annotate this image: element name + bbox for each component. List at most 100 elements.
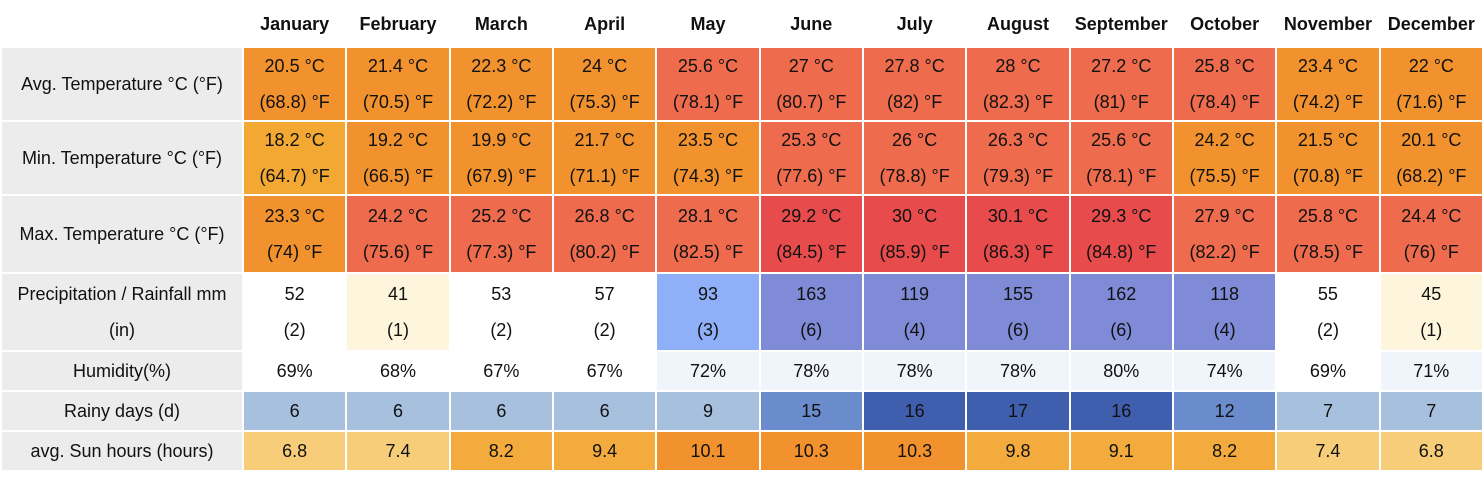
cell-value: 25.8 °C xyxy=(1297,206,1359,226)
data-cell: 53 (2) xyxy=(450,274,552,350)
data-cell: 155 (6) xyxy=(967,274,1069,350)
data-cell: 12 xyxy=(1173,392,1276,430)
data-cell: 10.1 xyxy=(657,432,759,470)
row-min-temperature: Min. Temperature °C (°F) 18.2 °C (64.7) °F… xyxy=(2,122,1482,194)
cell-value: 155 xyxy=(1002,284,1033,304)
cell-value: 6.8 xyxy=(1418,441,1444,461)
cell-value-secondary: (79.3) °F xyxy=(982,166,1054,186)
cell-value: 26.3 °C xyxy=(987,130,1049,150)
row-label: Humidity(%) xyxy=(2,352,242,390)
cell-value: 9 xyxy=(702,401,713,421)
cell-value: 27 °C xyxy=(788,56,834,76)
cell-value: 71% xyxy=(1413,361,1450,381)
cell-value: 28 °C xyxy=(995,56,1041,76)
data-cell: 17 xyxy=(967,392,1069,430)
data-cell: 71% xyxy=(1380,352,1482,390)
data-cell: 30.1 °C (86.3) °F xyxy=(967,196,1069,272)
cell-value: 17 xyxy=(1007,401,1028,421)
data-cell: 8.2 xyxy=(1173,432,1276,470)
row-precipitation: Precipitation / Rainfall mm (in) 52 (2) 41 (… xyxy=(2,274,1482,350)
cell-value: 69% xyxy=(1309,361,1346,381)
cell-value-secondary: (80.7) °F xyxy=(776,92,847,112)
cell-value: 119 xyxy=(900,284,929,304)
data-cell: 16 xyxy=(863,392,966,430)
cell-value: 6.8 xyxy=(282,441,308,461)
cell-value-secondary: (6) xyxy=(1006,320,1029,340)
cell-value: 163 xyxy=(796,284,827,304)
data-cell: 25.6 °C (78.1) °F xyxy=(657,48,759,120)
row-rainy-days: Rainy days (d) 6 6 6 6 9 15 16 17 16 12 7 7 xyxy=(2,392,1482,430)
cell-value-secondary: (70.5) °F xyxy=(362,92,434,112)
cell-value: 29.2 °C xyxy=(781,206,842,226)
cell-value-secondary: (74) °F xyxy=(267,242,323,262)
data-cell: 21.7 °C (71.1) °F xyxy=(553,122,656,194)
cell-value: 80% xyxy=(1103,361,1140,381)
cell-value: 25.6 °C xyxy=(1091,130,1152,150)
cell-value-secondary: (78.1) °F xyxy=(1086,166,1157,186)
cell-value-secondary: (82.3) °F xyxy=(982,92,1054,112)
data-cell: 72% xyxy=(657,352,759,390)
cell-value-secondary: (85.9) °F xyxy=(879,242,950,262)
cell-value: 118 xyxy=(1210,284,1239,304)
cell-value: 10.1 xyxy=(690,441,726,461)
data-cell: 24 °C (75.3) °F xyxy=(553,48,656,120)
cell-value-secondary: (75.6) °F xyxy=(362,242,434,262)
data-cell: 27.8 °C (82) °F xyxy=(863,48,966,120)
data-cell: 24.2 °C (75.6) °F xyxy=(347,196,449,272)
cell-value-secondary: (75.5) °F xyxy=(1189,166,1260,186)
data-cell: 22.3 °C (72.2) °F xyxy=(450,48,552,120)
cell-value-secondary: (75.3) °F xyxy=(569,92,640,112)
cell-value-secondary: (78.5) °F xyxy=(1292,242,1364,262)
cell-value: 74% xyxy=(1206,361,1243,381)
data-cell: 19.2 °C (66.5) °F xyxy=(347,122,449,194)
cell-value: 20.5 °C xyxy=(264,56,325,76)
cell-value-secondary: (1) xyxy=(386,320,409,340)
row-max-temperature: Max. Temperature °C (°F) 23.3 °C (74) °F 24… xyxy=(2,196,1482,272)
cell-value: 19.9 °C xyxy=(471,130,532,150)
data-cell: 41 (1) xyxy=(347,274,449,350)
data-cell: 6 xyxy=(450,392,552,430)
row-label: Precipitation / Rainfall mm (in) xyxy=(2,274,242,350)
data-cell: 74% xyxy=(1173,352,1276,390)
cell-value-secondary: (4) xyxy=(903,320,926,340)
data-cell: 21.4 °C (70.5) °F xyxy=(347,48,449,120)
cell-value: 93 xyxy=(697,284,718,304)
cell-value: 52 xyxy=(284,284,305,304)
row-sun-hours: avg. Sun hours (hours) 6.8 7.4 8.2 9.4 10.1 10… xyxy=(2,432,1482,470)
cell-value-secondary: (2) xyxy=(490,320,513,340)
data-cell: 52 (2) xyxy=(244,274,346,350)
cell-value: 9.1 xyxy=(1108,441,1134,461)
cell-value: 27.8 °C xyxy=(884,56,945,76)
data-cell: 8.2 xyxy=(450,432,552,470)
data-cell: 23.5 °C (74.3) °F xyxy=(657,122,759,194)
cell-value: 9.4 xyxy=(592,441,618,461)
cell-value: 6 xyxy=(392,401,403,421)
data-cell: 28 °C (82.3) °F xyxy=(967,48,1069,120)
cell-value-secondary: (6) xyxy=(1110,320,1133,340)
month-header: August xyxy=(967,2,1069,46)
cell-value: 6 xyxy=(289,401,300,421)
cell-value: 28.1 °C xyxy=(677,206,739,226)
cell-value-secondary: (4) xyxy=(1213,320,1236,340)
cell-value: 78% xyxy=(999,361,1036,381)
cell-value: 53 xyxy=(491,284,512,304)
cell-value-secondary: (74.3) °F xyxy=(672,166,744,186)
cell-value: 67% xyxy=(586,361,623,381)
month-header: February xyxy=(347,2,449,46)
cell-value-secondary: (66.5) °F xyxy=(362,166,434,186)
cell-value: 22.3 °C xyxy=(471,56,532,76)
climate-table: January February March April May June Ju… xyxy=(2,2,1482,470)
cell-value-secondary: (1) xyxy=(1420,320,1443,340)
data-cell: 24.4 °C (76) °F xyxy=(1380,196,1482,272)
data-cell: 21.5 °C (70.8) °F xyxy=(1277,122,1379,194)
data-cell: 23.3 °C (74) °F xyxy=(244,196,346,272)
cell-value-secondary: (68.2) °F xyxy=(1396,166,1467,186)
cell-value-secondary: (64.7) °F xyxy=(259,166,330,186)
month-header: December xyxy=(1380,2,1482,46)
row-label: avg. Sun hours (hours) xyxy=(2,432,242,470)
cell-value-secondary: (81) °F xyxy=(1093,92,1149,112)
cell-value: 55 xyxy=(1317,284,1338,304)
cell-value: 12 xyxy=(1214,401,1235,421)
cell-value-secondary: (68.8) °F xyxy=(259,92,330,112)
data-cell: 25.8 °C (78.4) °F xyxy=(1173,48,1276,120)
